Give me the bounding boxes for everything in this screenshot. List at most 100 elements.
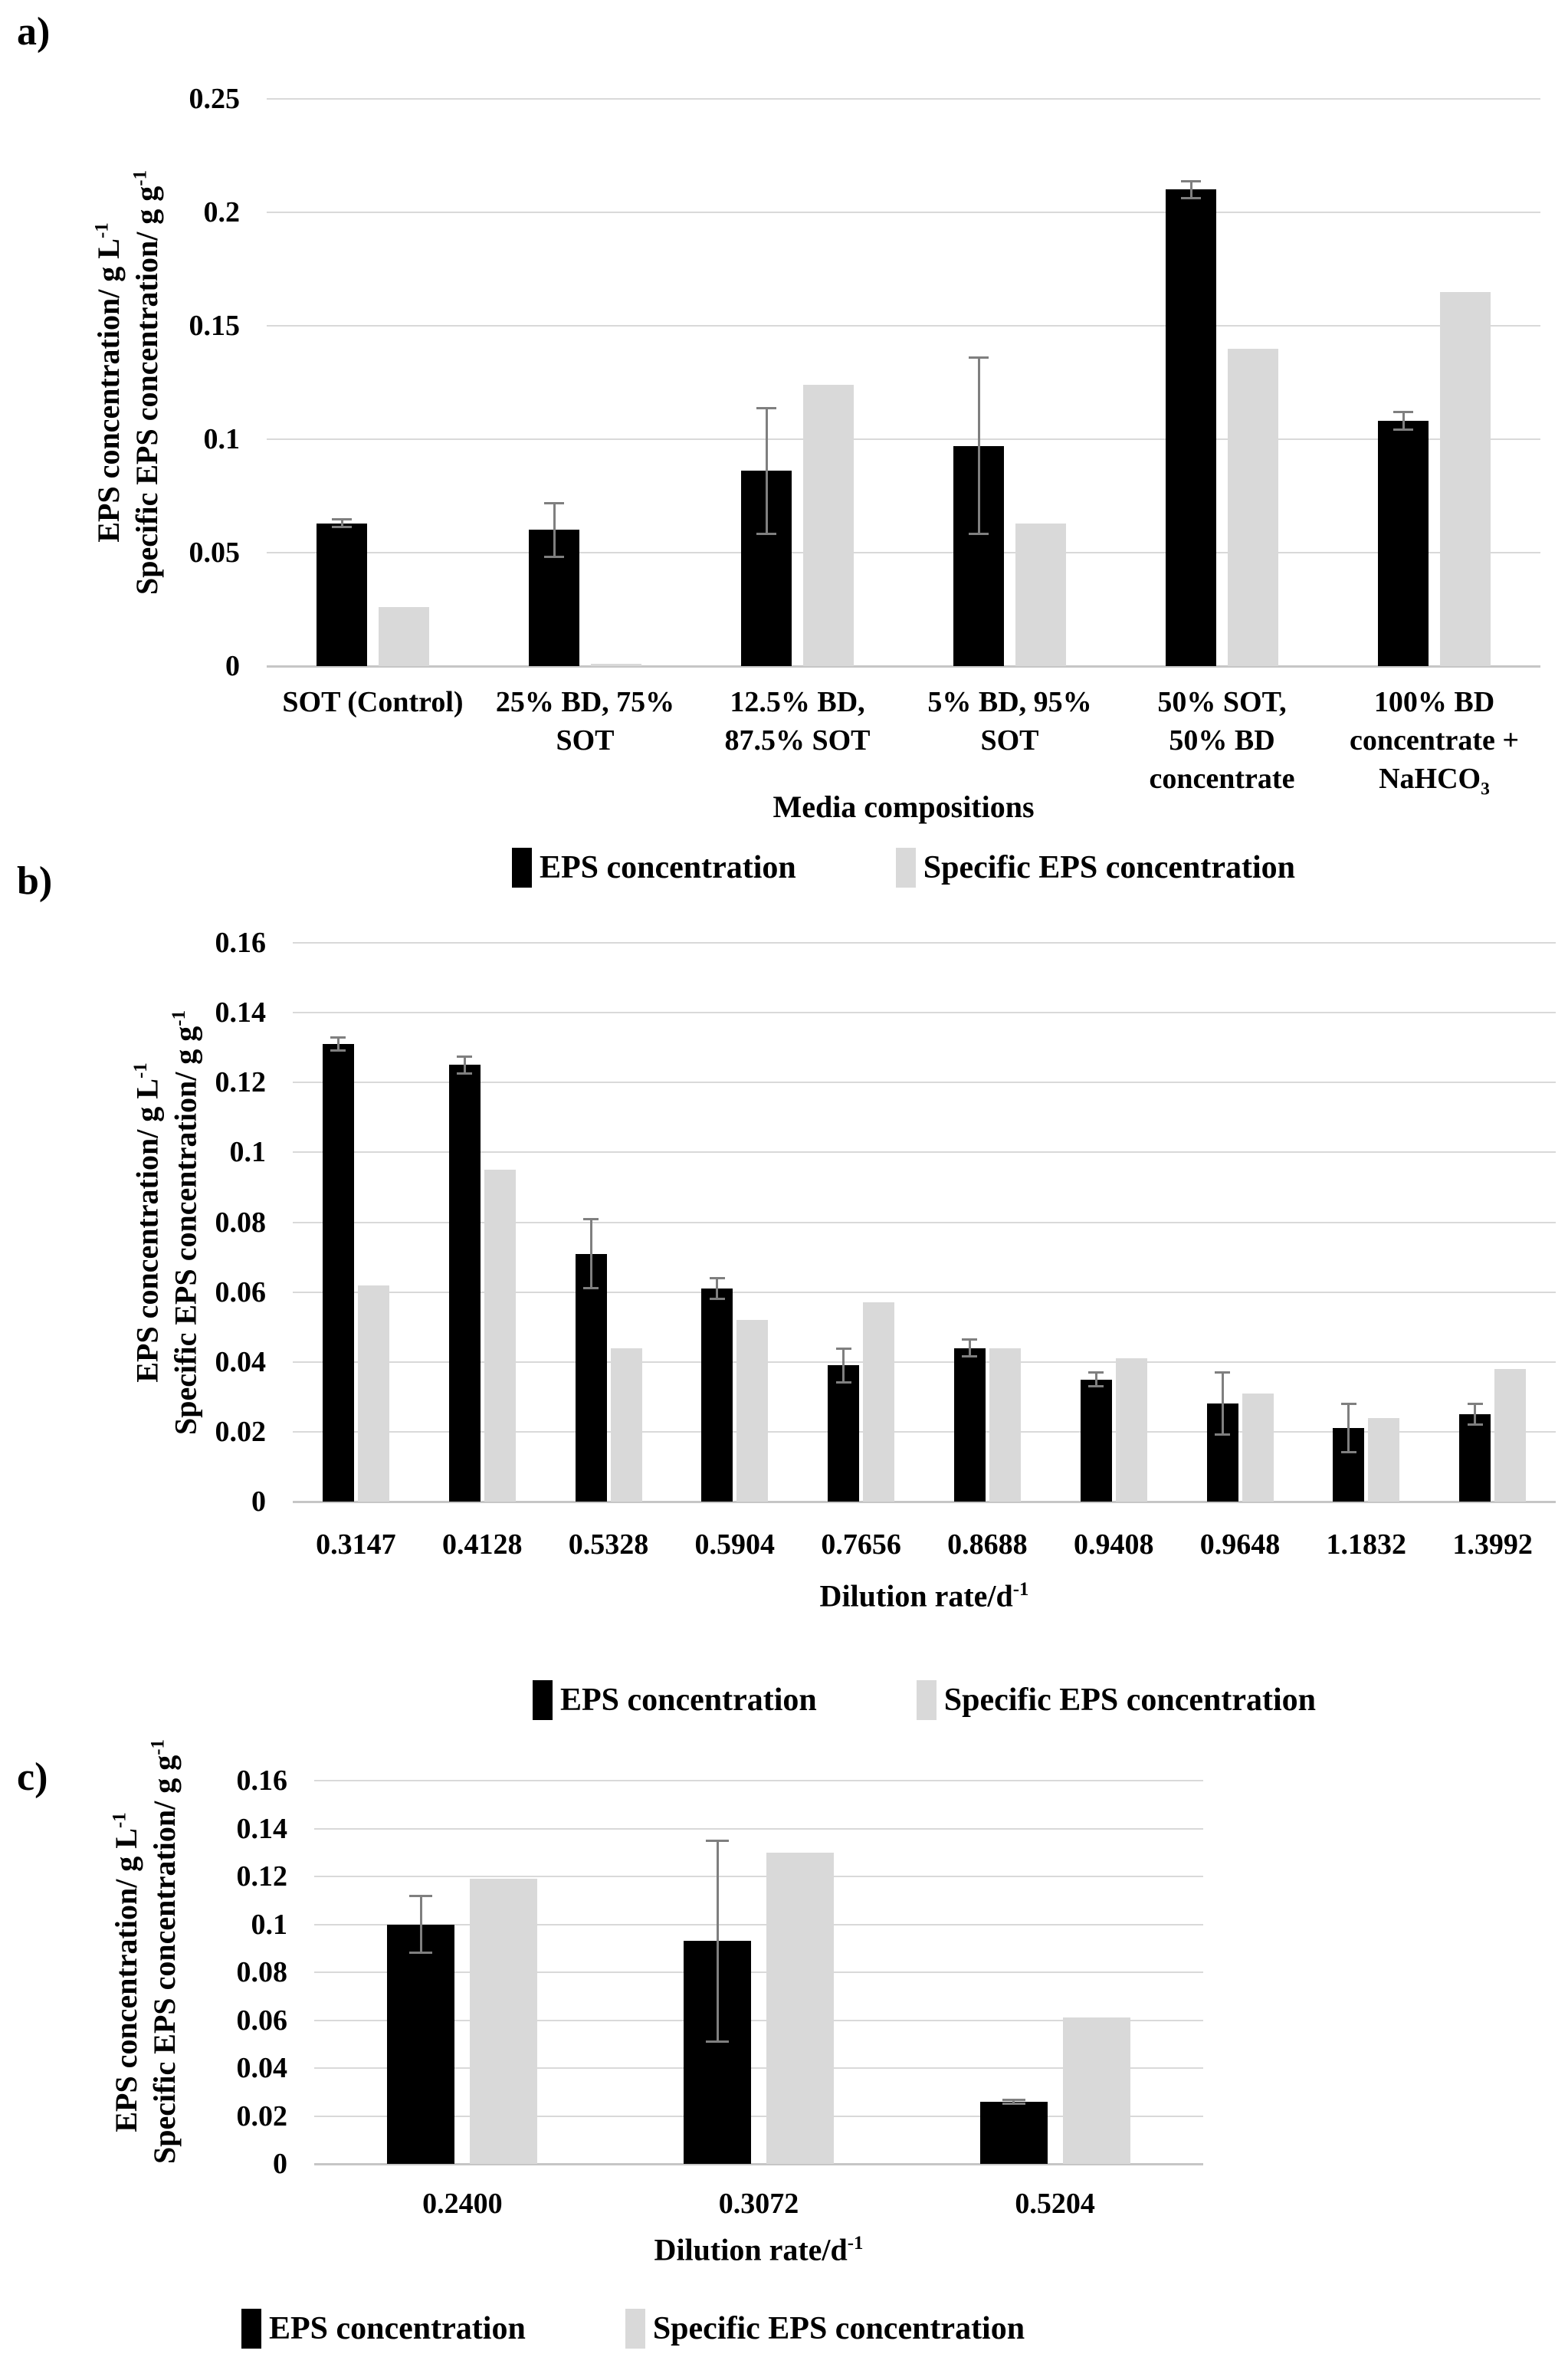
x-tick-label: 25% BD, 75% SOT [495, 686, 675, 757]
y-gridline [314, 2019, 1203, 2021]
x-tick-label: 0.8688 [947, 1528, 1028, 1561]
error-bar-line [336, 1037, 340, 1052]
y-axis-title: EPS concentration/ g L-1 Specific EPS con… [109, 1739, 182, 2164]
y-gridline [293, 942, 1556, 944]
specific-eps-concentration-bar [863, 1302, 895, 1502]
x-axis-line [314, 2163, 1203, 2165]
y-tick-label: 0.12 [215, 1066, 267, 1099]
y-tick-label: 0.2 [203, 196, 241, 228]
specific-eps-concentration-bar [379, 607, 429, 666]
legend-item: EPS concentration [511, 848, 796, 888]
x-tick-label: SOT (Control) [282, 686, 464, 718]
legend-label: Specific EPS concentration [943, 1683, 1317, 1718]
error-bar-cap-top [332, 517, 352, 520]
error-bar-cap-top [835, 1347, 851, 1350]
y-gridline [293, 1151, 1556, 1154]
y-tick-label: 0.1 [229, 1136, 267, 1169]
y-gridline [314, 1780, 1203, 1781]
specific-eps-concentration-bar [989, 1348, 1021, 1502]
error-bar-cap-top [1088, 1371, 1104, 1374]
eps-concentration-bar [317, 523, 367, 666]
error-bar-cap-bottom [1181, 197, 1201, 200]
x-tick-label: 0.2400 [422, 2188, 503, 2220]
specific-eps-concentration-bar [610, 1348, 642, 1502]
error-bar-cap-bottom [709, 1297, 725, 1300]
error-bar-cap-top [756, 406, 776, 409]
specific-eps-legend-swatch-icon [895, 848, 916, 888]
eps-concentration-bar [387, 1924, 455, 2164]
y-gridline [314, 1971, 1203, 1973]
error-bar-cap-top [1215, 1371, 1230, 1374]
error-bar-cap-top [457, 1055, 473, 1059]
y-tick-label: 0.1 [203, 423, 241, 455]
x-tick-label: 12.5% BD, 87.5% SOT [724, 686, 871, 757]
specific-eps-concentration-bar [1115, 1358, 1147, 1502]
eps-concentration-bar [953, 1348, 986, 1502]
specific-eps-concentration-bar [1368, 1417, 1400, 1502]
specific-eps-concentration-bar [766, 1852, 834, 2164]
error-bar-line [1474, 1403, 1477, 1425]
y-tick-label: 0 [225, 650, 240, 682]
x-tick-label: 0.9408 [1073, 1528, 1154, 1561]
error-bar-cap-bottom [409, 1952, 433, 1954]
y-gridline [314, 1827, 1203, 1830]
error-bar-line [1012, 2099, 1015, 2104]
error-bar-cap-bottom [1215, 1433, 1230, 1436]
legend-item: Specific EPS concentration [895, 848, 1296, 888]
x-tick-label: 1.1832 [1326, 1528, 1407, 1561]
y-tick-label: 0.12 [236, 1860, 288, 1893]
specific-eps-concentration-bar [1494, 1368, 1527, 1502]
error-bar-line [716, 1278, 719, 1299]
x-axis-line [293, 1501, 1556, 1503]
error-bar-cap-top [1181, 179, 1201, 182]
x-tick-label: 5% BD, 95% SOT [927, 686, 1092, 757]
legend-item: Specific EPS concentration [625, 2309, 1025, 2349]
eps-concentration-bar [1080, 1379, 1112, 1502]
y-gridline [314, 1923, 1203, 1925]
y-gridline [293, 1012, 1556, 1014]
specific-eps-concentration-bar [591, 664, 641, 666]
x-tick-label: 0.5328 [568, 1528, 649, 1561]
y-tick-label: 0.06 [215, 1275, 267, 1308]
specific-eps-concentration-bar [484, 1170, 516, 1502]
error-bar-line [716, 1840, 719, 2042]
error-bar-line [842, 1348, 845, 1384]
eps-concentration-bar [448, 1065, 481, 1502]
error-bar-cap-top [962, 1338, 978, 1341]
legend: EPS concentration Specific EPS concentrat… [241, 2309, 1025, 2349]
error-bar-cap-top [409, 1895, 433, 1897]
specific-eps-concentration-bar [470, 1879, 538, 2164]
x-tick-label: 0.3147 [316, 1528, 396, 1561]
y-axis-title: EPS concentration/ g L-1 Specific EPS con… [130, 1010, 202, 1435]
y-gridline [267, 325, 1540, 327]
x-tick-label: 1.3992 [1452, 1528, 1533, 1561]
specific-eps-concentration-bar [736, 1320, 769, 1502]
specific-eps-concentration-bar [1015, 523, 1066, 666]
specific-eps-concentration-bar [1440, 291, 1491, 666]
error-bar-cap-top [1340, 1403, 1356, 1406]
y-tick-label: 0 [273, 2148, 287, 2180]
error-bar-line [463, 1056, 466, 1074]
y-tick-label: 0.14 [215, 996, 267, 1029]
error-bar-cap-bottom [756, 533, 776, 536]
specific-eps-concentration-bar [1242, 1393, 1274, 1502]
y-tick-label: 0.04 [236, 2052, 288, 2084]
error-bar-cap-top [706, 1840, 729, 1843]
x-axis-title: Dilution rate/d-1 [819, 1578, 1029, 1614]
legend: EPS concentration Specific EPS concentrat… [293, 1680, 1556, 1720]
specific-eps-legend-swatch-icon [625, 2309, 645, 2349]
y-gridline [293, 1361, 1556, 1363]
x-tick-label: 100% BD concentrate + NaHCO3 [1349, 686, 1520, 799]
error-bar-line [765, 407, 768, 535]
eps-legend-swatch-icon [241, 2309, 261, 2349]
x-tick-label: 0.5904 [694, 1528, 776, 1561]
error-bar-cap-bottom [544, 555, 564, 558]
error-bar-line [1402, 412, 1405, 431]
error-bar-cap-top [709, 1277, 725, 1280]
y-gridline [293, 1291, 1556, 1293]
error-bar-cap-bottom [1467, 1423, 1483, 1426]
error-bar-cap-bottom [457, 1072, 473, 1075]
legend-label: Specific EPS concentration [923, 850, 1296, 885]
y-gridline [267, 98, 1540, 100]
legend: EPS concentration Specific EPS concentrat… [267, 848, 1540, 888]
